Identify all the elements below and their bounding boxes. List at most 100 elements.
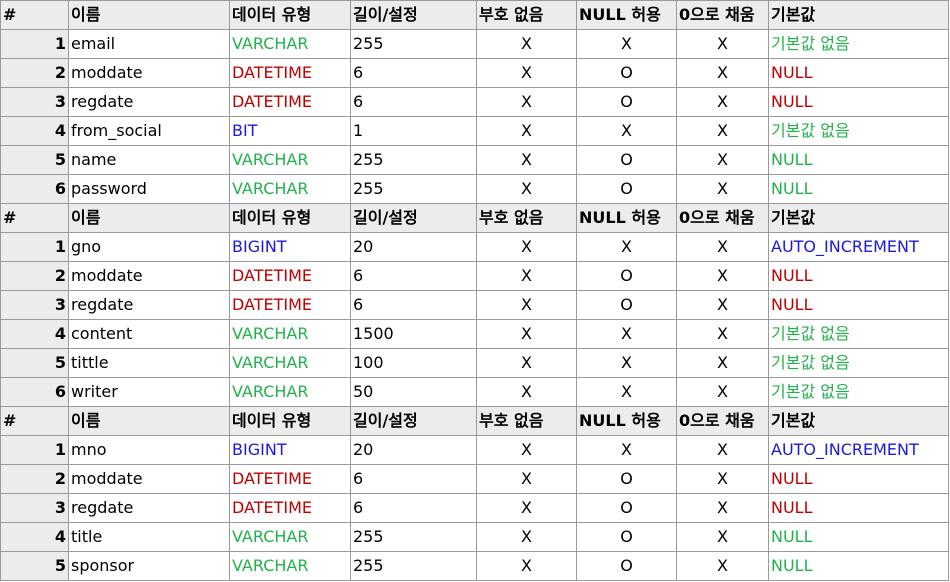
row-number[interactable]: 2 bbox=[0, 464, 69, 494]
column-name-cell[interactable]: regdate bbox=[68, 290, 230, 320]
column-name-cell[interactable]: regdate bbox=[68, 87, 230, 117]
table-row[interactable]: 1 mno BIGINT 20 X X X AUTO_INCREMENT bbox=[0, 435, 949, 465]
row-number[interactable]: 1 bbox=[0, 232, 69, 262]
nullable-cell[interactable]: X bbox=[576, 29, 677, 59]
header-nullable[interactable]: NULL 허용 bbox=[576, 203, 677, 233]
zerofill-cell[interactable]: X bbox=[676, 174, 769, 204]
default-value-cell[interactable]: NULL bbox=[768, 522, 949, 552]
table-row[interactable]: 5 name VARCHAR 255 X O X NULL bbox=[0, 145, 949, 175]
header-name[interactable]: 이름 bbox=[68, 406, 230, 436]
default-value-cell[interactable]: NULL bbox=[768, 464, 949, 494]
column-name-cell[interactable]: regdate bbox=[68, 493, 230, 523]
zerofill-cell[interactable]: X bbox=[676, 377, 769, 407]
unsigned-cell[interactable]: X bbox=[476, 174, 577, 204]
default-value-cell[interactable]: NULL bbox=[768, 493, 949, 523]
length-cell[interactable]: 255 bbox=[350, 145, 477, 175]
zerofill-cell[interactable]: X bbox=[676, 232, 769, 262]
data-type-cell[interactable]: VARCHAR bbox=[229, 145, 351, 175]
unsigned-cell[interactable]: X bbox=[476, 232, 577, 262]
table-row[interactable]: 1 email VARCHAR 255 X X X 기본값 없음 bbox=[0, 29, 949, 59]
header-length[interactable]: 길이/설정 bbox=[350, 0, 477, 30]
length-cell[interactable]: 6 bbox=[350, 493, 477, 523]
table-row[interactable]: 3 regdate DATETIME 6 X O X NULL bbox=[0, 290, 949, 320]
unsigned-cell[interactable]: X bbox=[476, 551, 577, 581]
unsigned-cell[interactable]: X bbox=[476, 377, 577, 407]
nullable-cell[interactable]: O bbox=[576, 87, 677, 117]
header-unsigned[interactable]: 부호 없음 bbox=[476, 203, 577, 233]
data-type-cell[interactable]: DATETIME bbox=[229, 290, 351, 320]
zerofill-cell[interactable]: X bbox=[676, 261, 769, 291]
data-type-cell[interactable]: VARCHAR bbox=[229, 29, 351, 59]
header-type[interactable]: 데이터 유형 bbox=[229, 406, 351, 436]
unsigned-cell[interactable]: X bbox=[476, 261, 577, 291]
header-length[interactable]: 길이/설정 bbox=[350, 203, 477, 233]
unsigned-cell[interactable]: X bbox=[476, 145, 577, 175]
column-name-cell[interactable]: moddate bbox=[68, 464, 230, 494]
row-number[interactable]: 4 bbox=[0, 116, 69, 146]
column-name-cell[interactable]: password bbox=[68, 174, 230, 204]
unsigned-cell[interactable]: X bbox=[476, 348, 577, 378]
header-type[interactable]: 데이터 유형 bbox=[229, 0, 351, 30]
data-type-cell[interactable]: VARCHAR bbox=[229, 174, 351, 204]
length-cell[interactable]: 1500 bbox=[350, 319, 477, 349]
table-row[interactable]: 4 content VARCHAR 1500 X X X 기본값 없음 bbox=[0, 319, 949, 349]
nullable-cell[interactable]: X bbox=[576, 348, 677, 378]
data-type-cell[interactable]: DATETIME bbox=[229, 493, 351, 523]
unsigned-cell[interactable]: X bbox=[476, 58, 577, 88]
row-number[interactable]: 5 bbox=[0, 145, 69, 175]
default-value-cell[interactable]: AUTO_INCREMENT bbox=[768, 435, 949, 465]
header-default[interactable]: 기본값 bbox=[768, 203, 949, 233]
column-name-cell[interactable]: gno bbox=[68, 232, 230, 262]
unsigned-cell[interactable]: X bbox=[476, 319, 577, 349]
header-type[interactable]: 데이터 유형 bbox=[229, 203, 351, 233]
data-type-cell[interactable]: DATETIME bbox=[229, 261, 351, 291]
nullable-cell[interactable]: X bbox=[576, 377, 677, 407]
nullable-cell[interactable]: X bbox=[576, 232, 677, 262]
default-value-cell[interactable]: 기본값 없음 bbox=[768, 116, 949, 146]
zerofill-cell[interactable]: X bbox=[676, 87, 769, 117]
unsigned-cell[interactable]: X bbox=[476, 290, 577, 320]
row-number[interactable]: 6 bbox=[0, 377, 69, 407]
data-type-cell[interactable]: VARCHAR bbox=[229, 348, 351, 378]
header-name[interactable]: 이름 bbox=[68, 203, 230, 233]
header-default[interactable]: 기본값 bbox=[768, 0, 949, 30]
data-type-cell[interactable]: DATETIME bbox=[229, 464, 351, 494]
default-value-cell[interactable]: 기본값 없음 bbox=[768, 377, 949, 407]
row-number[interactable]: 3 bbox=[0, 87, 69, 117]
header-nullable[interactable]: NULL 허용 bbox=[576, 0, 677, 30]
header-nullable[interactable]: NULL 허용 bbox=[576, 406, 677, 436]
default-value-cell[interactable]: NULL bbox=[768, 290, 949, 320]
unsigned-cell[interactable]: X bbox=[476, 464, 577, 494]
data-type-cell[interactable]: VARCHAR bbox=[229, 319, 351, 349]
column-name-cell[interactable]: from_social bbox=[68, 116, 230, 146]
unsigned-cell[interactable]: X bbox=[476, 87, 577, 117]
row-number[interactable]: 2 bbox=[0, 58, 69, 88]
zerofill-cell[interactable]: X bbox=[676, 319, 769, 349]
column-name-cell[interactable]: title bbox=[68, 522, 230, 552]
length-cell[interactable]: 20 bbox=[350, 232, 477, 262]
column-name-cell[interactable]: content bbox=[68, 319, 230, 349]
header-name[interactable]: 이름 bbox=[68, 0, 230, 30]
zerofill-cell[interactable]: X bbox=[676, 522, 769, 552]
zerofill-cell[interactable]: X bbox=[676, 290, 769, 320]
length-cell[interactable]: 50 bbox=[350, 377, 477, 407]
unsigned-cell[interactable]: X bbox=[476, 493, 577, 523]
length-cell[interactable]: 6 bbox=[350, 290, 477, 320]
nullable-cell[interactable]: X bbox=[576, 116, 677, 146]
column-name-cell[interactable]: email bbox=[68, 29, 230, 59]
length-cell[interactable]: 6 bbox=[350, 261, 477, 291]
zerofill-cell[interactable]: X bbox=[676, 348, 769, 378]
zerofill-cell[interactable]: X bbox=[676, 551, 769, 581]
nullable-cell[interactable]: O bbox=[576, 174, 677, 204]
table-row[interactable]: 5 tittle VARCHAR 100 X X X 기본값 없음 bbox=[0, 348, 949, 378]
nullable-cell[interactable]: X bbox=[576, 435, 677, 465]
unsigned-cell[interactable]: X bbox=[476, 116, 577, 146]
data-type-cell[interactable]: VARCHAR bbox=[229, 522, 351, 552]
header-zerofill[interactable]: 0으로 채움 bbox=[676, 203, 769, 233]
table-row[interactable]: 6 password VARCHAR 255 X O X NULL bbox=[0, 174, 949, 204]
column-name-cell[interactable]: tittle bbox=[68, 348, 230, 378]
zerofill-cell[interactable]: X bbox=[676, 493, 769, 523]
default-value-cell[interactable]: NULL bbox=[768, 87, 949, 117]
table-row[interactable]: 2 moddate DATETIME 6 X O X NULL bbox=[0, 464, 949, 494]
column-name-cell[interactable]: mno bbox=[68, 435, 230, 465]
